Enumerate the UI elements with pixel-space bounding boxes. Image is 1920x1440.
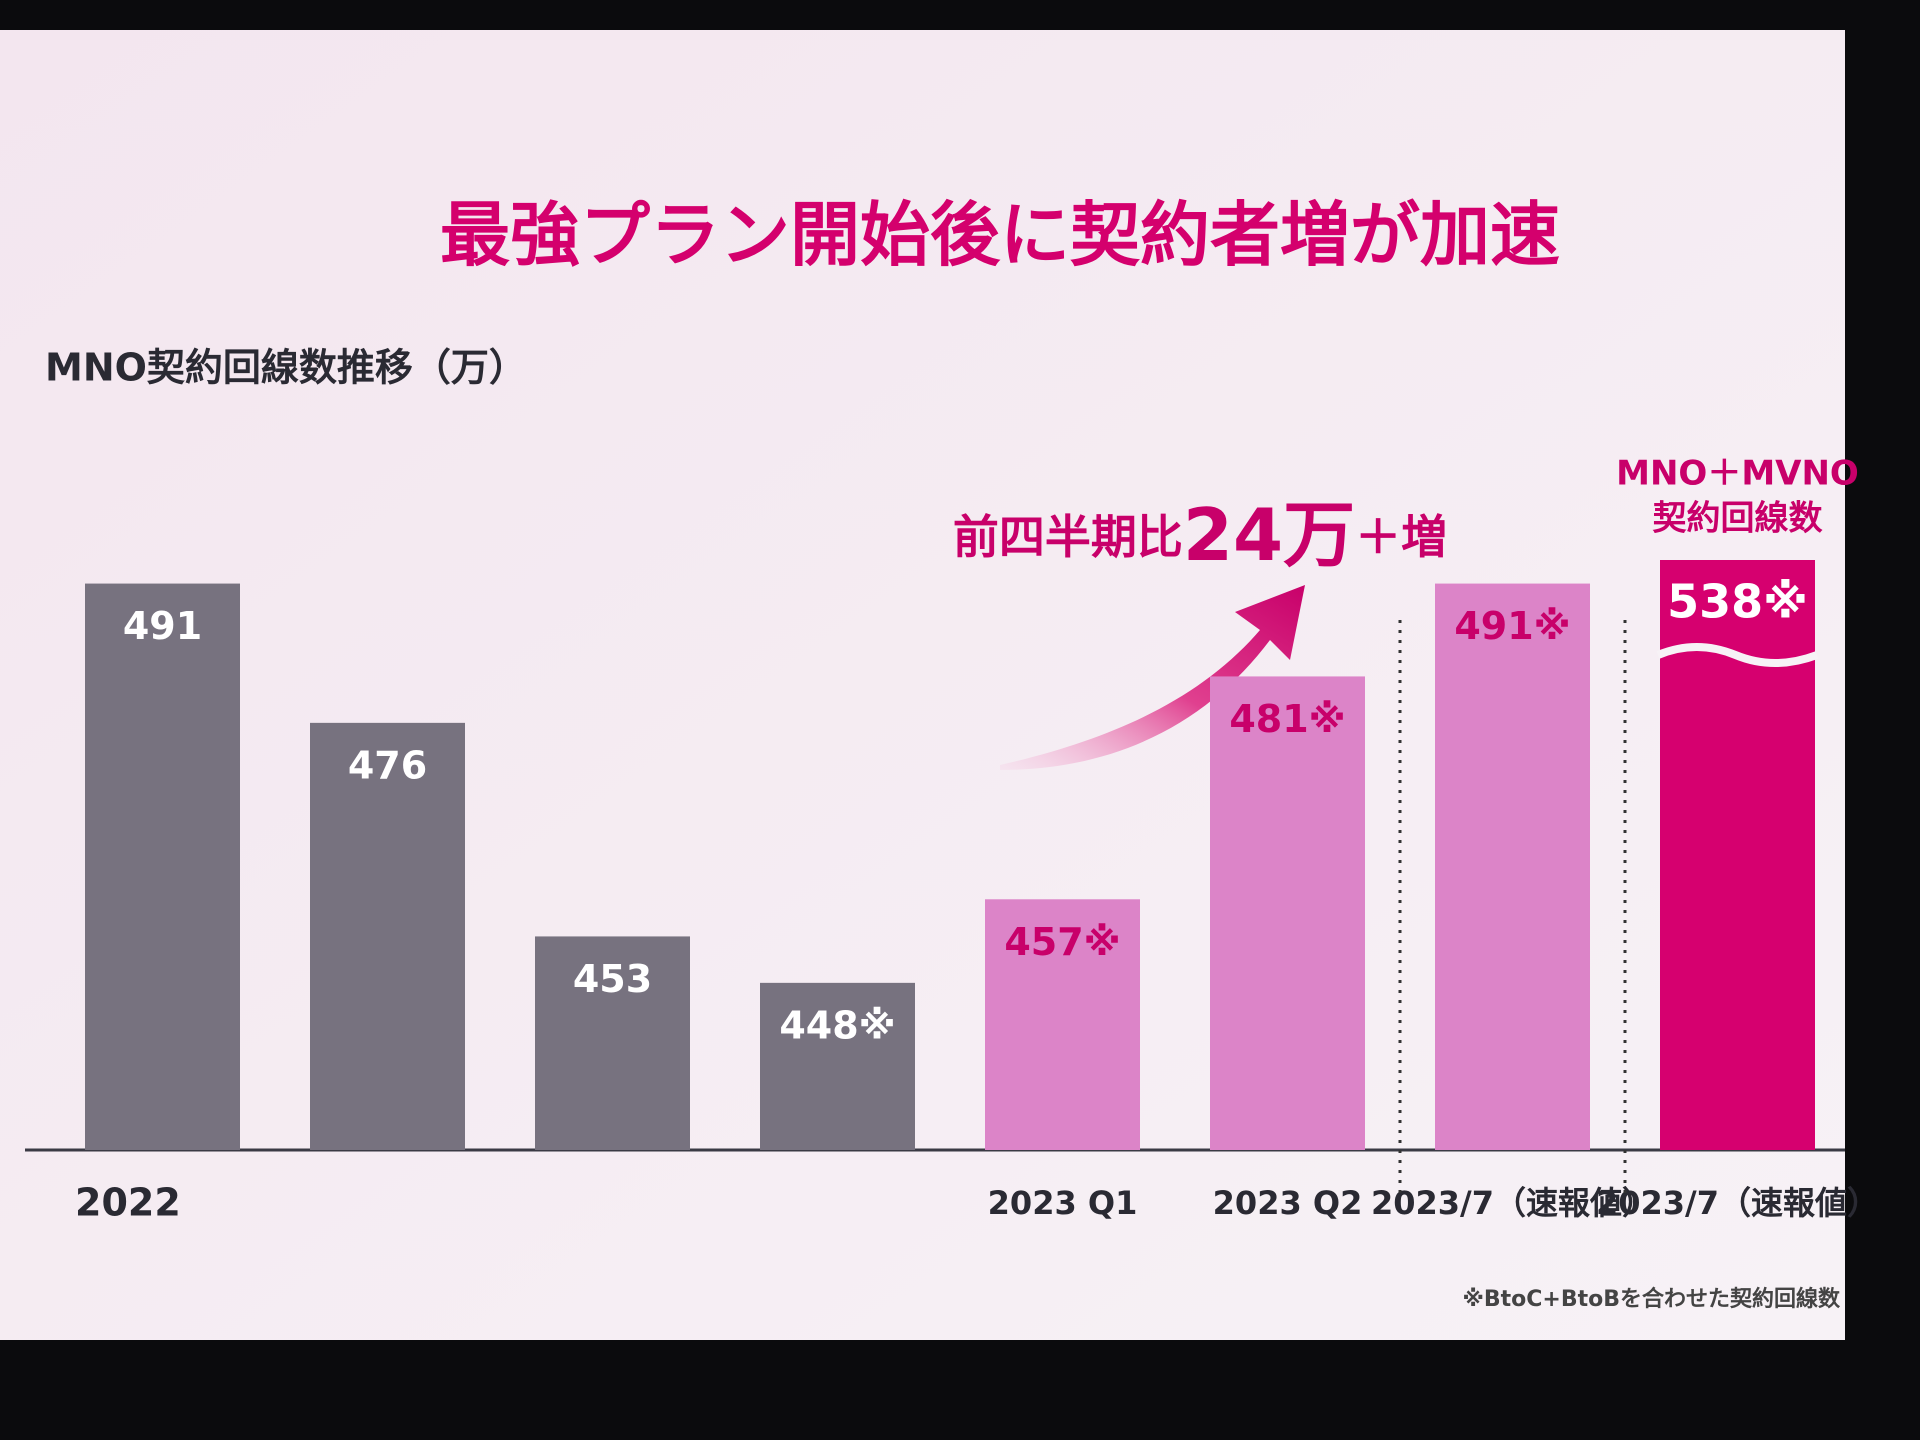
annotation-suffix: ＋増 [1355,510,1447,564]
x-tick-label: 2023/7（速報値） [1371,1184,1654,1222]
value-label: 453 [573,957,652,1001]
bar [85,583,240,1150]
last-bar-header: 契約回線数 [1653,499,1823,539]
footnote: ※BtoC+BtoBを合わせた契約回線数 [1462,1286,1841,1312]
value-label: 481※ [1229,697,1345,741]
x-tick-label: 2023 Q1 [988,1184,1138,1222]
annotation-highlight: 24万 [1183,493,1355,577]
value-label: 457※ [1004,920,1120,964]
x-tick-label: 2023/7（速報値） [1596,1184,1879,1222]
value-label: 476 [348,743,427,787]
annotation-prefix: 前四半期比 [953,510,1183,564]
last-bar-header: MNO＋MVNO [1616,454,1859,494]
x-tick-label: 2022 [75,1181,181,1225]
bar [1435,583,1590,1150]
axis-break [1656,643,1819,667]
subtitle: MNO契約回線数推移（万） [45,346,527,390]
value-label: 448※ [779,1003,895,1047]
value-label: 491※ [1454,604,1570,648]
growth-arrow [1000,585,1305,770]
x-tick-label: 2023 Q2 [1213,1184,1363,1222]
bar [760,982,915,1150]
bar [985,899,1140,1150]
title: 最強プラン開始後に契約者増が加速 [440,194,1560,276]
value-label: 538※ [1667,575,1808,629]
bar [310,722,465,1150]
annotation: 前四半期比24万＋増 [953,493,1447,577]
bar [535,936,690,1150]
bar [1210,676,1365,1150]
value-label: 491 [123,604,202,648]
